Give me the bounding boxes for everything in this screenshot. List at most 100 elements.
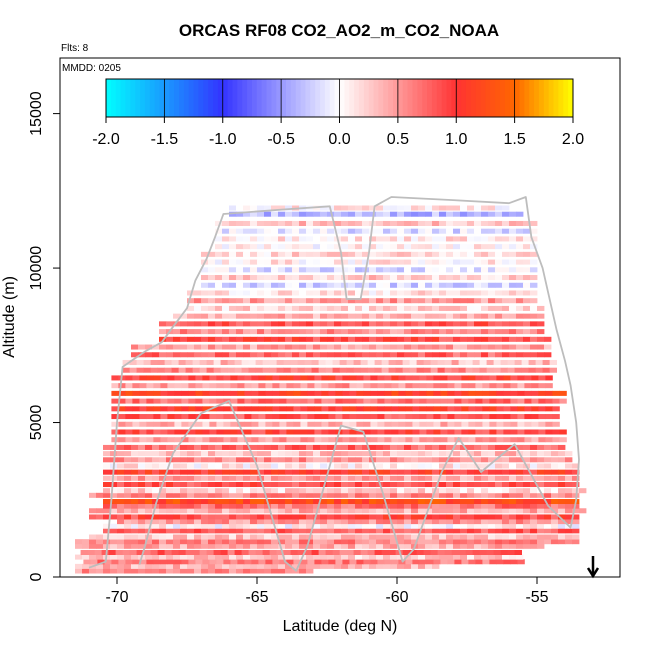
- heatmap-cell: [243, 514, 251, 520]
- heatmap-cell: [201, 282, 209, 288]
- heatmap-cell: [425, 344, 433, 350]
- heatmap-cell: [446, 539, 454, 545]
- heatmap-cell: [227, 359, 235, 366]
- heatmap-cell: [474, 344, 482, 350]
- heatmap-cell: [334, 251, 342, 257]
- colorbar-step: [193, 79, 199, 117]
- heatmap-cell: [523, 305, 531, 311]
- heatmap-cell: [474, 321, 482, 327]
- heatmap-cell: [530, 463, 538, 469]
- heatmap-cell: [397, 313, 405, 319]
- heatmap-cell: [264, 244, 272, 250]
- colorbar-step: [140, 79, 146, 117]
- heatmap-cell: [250, 508, 258, 514]
- colorbar-step: [524, 79, 530, 117]
- heatmap-cell: [157, 359, 165, 366]
- heatmap-cell: [530, 508, 538, 514]
- heatmap-cell: [285, 211, 293, 217]
- heatmap-cell: [369, 508, 377, 514]
- heatmap-cell: [180, 451, 188, 457]
- heatmap-cell: [271, 305, 279, 311]
- heatmap-cell: [405, 437, 413, 443]
- heatmap-cell: [132, 414, 140, 420]
- heatmap-cell: [216, 398, 224, 404]
- colorbar-step: [295, 79, 302, 117]
- heatmap-cell: [265, 421, 273, 427]
- heatmap-cell: [341, 554, 349, 560]
- heatmap-cell: [264, 344, 272, 350]
- heatmap-cell: [409, 549, 417, 555]
- heatmap-cell: [453, 469, 461, 475]
- heatmap-cell: [236, 508, 244, 514]
- heatmap-cell: [481, 205, 489, 211]
- heatmap-cell: [166, 469, 174, 475]
- heatmap-cell: [299, 457, 307, 463]
- heatmap-cell: [306, 220, 314, 226]
- heatmap-cell: [131, 457, 139, 463]
- heatmap-cell: [482, 398, 490, 404]
- heatmap-cell: [195, 390, 203, 396]
- heatmap-cell: [558, 508, 566, 514]
- heatmap-cell: [418, 514, 426, 520]
- heatmap-cell: [397, 282, 405, 288]
- heatmap-cell: [341, 534, 349, 540]
- heatmap-cell: [377, 398, 385, 404]
- heatmap-cell: [496, 559, 504, 565]
- heatmap-cell: [132, 429, 140, 435]
- heatmap-cell: [369, 503, 377, 509]
- heatmap-cell: [320, 313, 328, 319]
- heatmap-cell: [222, 568, 230, 574]
- heatmap-cell: [171, 367, 179, 373]
- heatmap-cell: [208, 503, 216, 509]
- heatmap-cell: [257, 554, 265, 560]
- heatmap-cell: [388, 359, 396, 366]
- heatmap-cell: [271, 463, 279, 469]
- heatmap-cell: [159, 321, 167, 327]
- colorbar-step: [110, 79, 117, 117]
- heatmap-cell: [334, 220, 342, 226]
- heatmap-cell: [272, 390, 280, 396]
- heatmap-cell: [353, 549, 361, 555]
- heatmap-cell: [460, 451, 468, 457]
- heatmap-cell: [370, 390, 378, 396]
- heatmap-cell: [327, 321, 335, 327]
- heatmap-cell: [229, 475, 237, 481]
- heatmap-cell: [348, 282, 356, 288]
- heatmap-cell: [500, 359, 508, 366]
- heatmap-cell: [530, 344, 538, 350]
- heatmap-cell: [558, 499, 566, 505]
- heatmap-cell: [285, 539, 293, 545]
- heatmap-cell: [180, 523, 188, 529]
- heatmap-cell: [306, 503, 314, 509]
- heatmap-cell: [384, 383, 392, 389]
- heatmap-cell: [460, 205, 468, 211]
- x-tick-label: -65: [245, 589, 268, 606]
- heatmap-cell: [237, 559, 245, 565]
- heatmap-cell: [159, 451, 167, 457]
- heatmap-cell: [418, 267, 426, 273]
- colorbar-ticks: -2.0 -1.5 -1.0 -0.5 0.0 0.5 1.0 1.5 2.0: [92, 117, 584, 148]
- heatmap-cell: [313, 543, 321, 549]
- heatmap-cell: [362, 499, 370, 505]
- heatmap-cell: [362, 444, 370, 450]
- heatmap-cell: [579, 508, 587, 514]
- heatmap-cell: [432, 205, 440, 211]
- heatmap-cell: [468, 383, 476, 389]
- heatmap-cell: [299, 508, 307, 514]
- heatmap-cell: [432, 228, 440, 234]
- heatmap-cell: [271, 457, 279, 463]
- heatmap-cell: [531, 429, 539, 435]
- heatmap-cell: [523, 508, 531, 514]
- heatmap-cell: [236, 463, 244, 469]
- heatmap-cell: [327, 475, 335, 481]
- colorbar-tick-label: -0.5: [267, 131, 295, 148]
- heatmap-cell: [530, 469, 538, 475]
- heatmap-cell: [460, 329, 468, 335]
- heatmap-cell: [215, 563, 223, 569]
- heatmap-cell: [453, 514, 461, 520]
- heatmap-cell: [313, 514, 321, 520]
- heatmap-cell: [292, 259, 300, 265]
- heatmap-cell: [430, 549, 438, 555]
- heatmap-cell: [453, 236, 461, 242]
- heatmap-cell: [516, 267, 524, 273]
